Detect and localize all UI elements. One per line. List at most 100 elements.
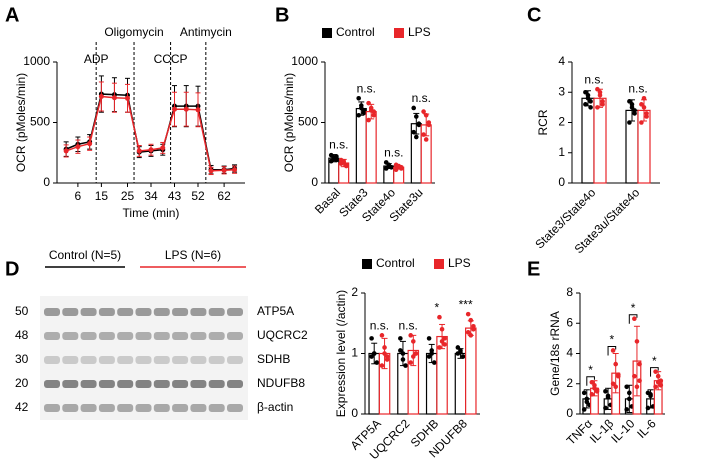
group-label: Control (N=5) xyxy=(49,248,121,262)
kda-label: 42 xyxy=(15,400,29,414)
blot-band xyxy=(227,356,243,364)
x-tick-label: 25 xyxy=(121,189,135,203)
y-axis-label: Gene/18s rRNA xyxy=(548,311,562,396)
annotation: * xyxy=(631,301,636,315)
protein-label: UQCRC2 xyxy=(257,328,308,342)
y-axis-label: OCR (pMoles/min) xyxy=(282,73,296,172)
data-point xyxy=(413,351,419,356)
y-tick-label: 0 xyxy=(558,175,565,189)
data-point xyxy=(334,154,339,159)
blot-band xyxy=(44,308,60,316)
kda-label: 20 xyxy=(15,376,29,390)
bracket xyxy=(628,314,638,324)
marker xyxy=(87,141,93,147)
data-point xyxy=(637,378,642,384)
x-tick-label: 15 xyxy=(95,189,109,203)
data-point xyxy=(658,382,664,388)
panel-label: C xyxy=(527,4,541,26)
data-point xyxy=(610,348,616,353)
marker xyxy=(232,167,238,173)
annotation: * xyxy=(435,300,440,314)
panel-label: A xyxy=(5,4,19,26)
annotation: n.s. xyxy=(398,319,417,333)
y-tick-label: 1 xyxy=(558,145,565,159)
data-point xyxy=(653,384,658,390)
bar xyxy=(454,352,467,415)
kda-label: 50 xyxy=(15,304,29,318)
data-point xyxy=(639,102,644,107)
x-tick-label: 52 xyxy=(191,189,205,203)
marker xyxy=(75,144,81,150)
data-point xyxy=(369,336,374,341)
blot-band xyxy=(44,332,60,340)
data-point xyxy=(399,164,404,170)
data-point xyxy=(468,317,474,323)
data-point xyxy=(361,108,367,113)
y-axis-label: RCR xyxy=(536,109,550,135)
blot-band xyxy=(172,308,189,316)
data-point xyxy=(465,330,471,335)
data-point xyxy=(414,134,419,140)
annotation: * xyxy=(652,354,657,368)
blot-band xyxy=(135,356,152,364)
bracket xyxy=(650,367,659,377)
data-point xyxy=(624,407,629,412)
marker xyxy=(183,106,189,112)
bracket xyxy=(586,376,595,386)
y-tick-label: 1000 xyxy=(291,54,318,68)
marker xyxy=(208,168,214,174)
blot-band xyxy=(98,404,115,412)
bar xyxy=(593,97,607,184)
x-tick-label: IL-6 xyxy=(634,416,659,441)
blot-band xyxy=(172,332,189,340)
marker xyxy=(98,93,104,99)
marker xyxy=(148,147,154,153)
protein-label: SDHB xyxy=(257,352,290,366)
blot-band xyxy=(80,356,97,364)
data-point xyxy=(581,390,587,396)
y-tick-label: 4 xyxy=(566,346,573,360)
data-point xyxy=(442,336,447,341)
data-point xyxy=(423,137,429,142)
data-point xyxy=(379,363,385,368)
blot-band xyxy=(98,308,115,316)
blot-band xyxy=(153,332,170,340)
legend-label: LPS xyxy=(408,25,431,39)
blot-band xyxy=(153,380,170,388)
annotation: n.s. xyxy=(412,91,431,105)
blot-band xyxy=(44,356,60,364)
blot-band xyxy=(135,404,152,412)
annotation: n.s. xyxy=(584,72,603,86)
y-tick-label: 0 xyxy=(311,175,318,189)
blot-band xyxy=(208,332,225,340)
data-point xyxy=(603,389,608,394)
annotation: Oligomycin xyxy=(104,25,163,39)
data-point xyxy=(610,381,616,387)
y-tick-label: 0 xyxy=(351,406,358,420)
data-point xyxy=(398,336,403,341)
blot-band xyxy=(62,332,79,340)
data-point xyxy=(632,316,637,322)
y-tick-label: 2 xyxy=(558,115,565,129)
blot-band xyxy=(172,356,189,364)
annotation: * xyxy=(610,333,615,347)
blot-band xyxy=(80,308,97,316)
data-point xyxy=(460,354,466,359)
legend-swatch xyxy=(362,259,372,269)
annotation: *** xyxy=(459,297,473,311)
data-point xyxy=(369,354,374,359)
data-point xyxy=(411,129,417,135)
data-point xyxy=(426,120,432,125)
y-tick-label: 1000 xyxy=(23,54,50,68)
annotation: n.s. xyxy=(329,138,348,152)
blot-band xyxy=(227,308,243,316)
blot-band xyxy=(98,380,115,388)
data-point xyxy=(442,342,447,347)
marker xyxy=(172,106,177,112)
kda-label: 30 xyxy=(15,352,29,366)
data-point xyxy=(632,108,637,113)
blot-band xyxy=(208,308,225,316)
y-tick-label: 8 xyxy=(566,285,573,299)
blot-band xyxy=(190,308,207,316)
